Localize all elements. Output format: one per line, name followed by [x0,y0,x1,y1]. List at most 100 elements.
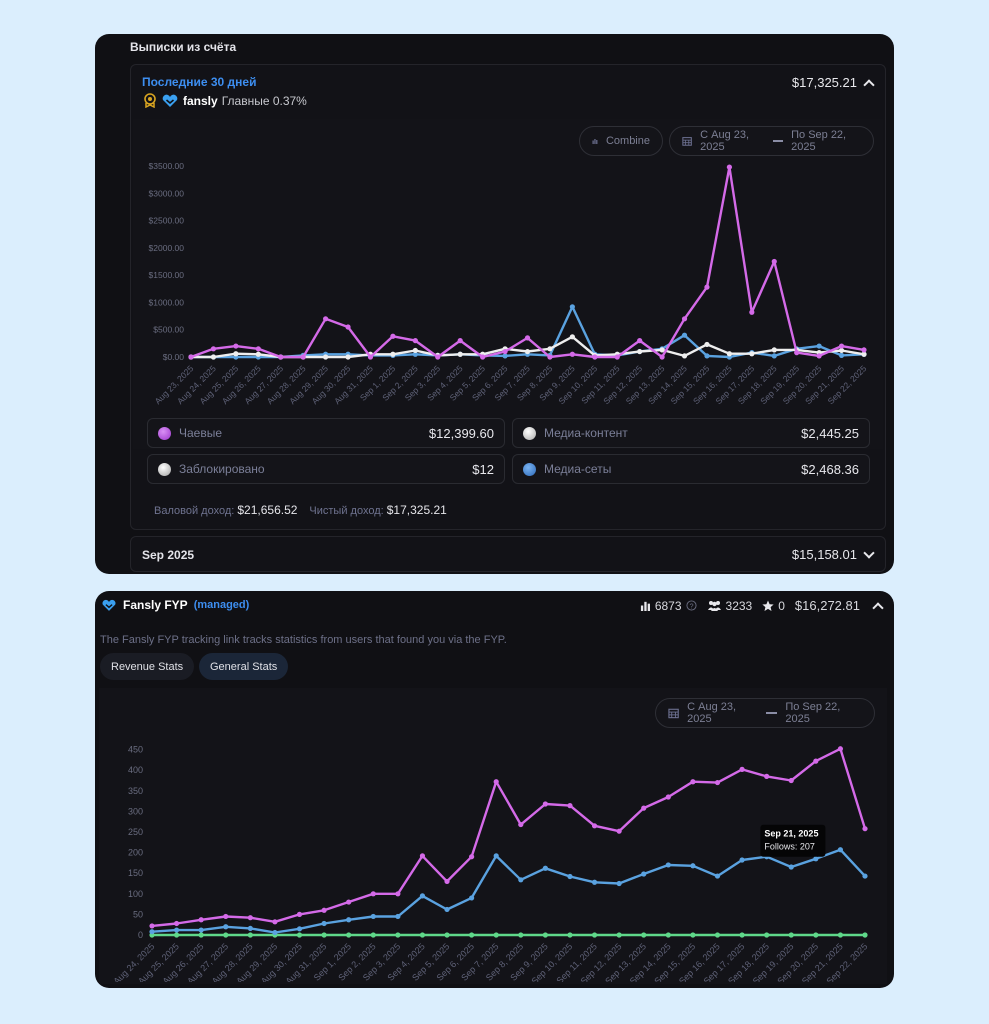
data-point[interactable] [247,925,253,932]
data-point[interactable] [321,920,327,927]
data-point[interactable] [233,351,239,357]
data-point[interactable] [838,347,845,354]
data-point[interactable] [816,343,822,349]
chevron-up-icon[interactable] [872,601,884,614]
data-point[interactable] [345,354,351,360]
data-point[interactable] [444,878,450,885]
data-point[interactable] [296,932,303,938]
data-point[interactable] [665,932,671,938]
data-point[interactable] [567,873,573,880]
data-point[interactable] [739,932,745,938]
data-point[interactable] [816,353,822,359]
data-point[interactable] [223,913,229,920]
data-point[interactable] [173,920,180,927]
data-point[interactable] [641,871,647,877]
date-range-picker[interactable]: С Aug 23, 2025 По Sep 22, 2025 [655,698,875,728]
data-point[interactable] [395,932,401,938]
data-point[interactable] [837,847,844,853]
data-point[interactable] [771,353,777,359]
data-point[interactable] [726,351,733,357]
data-point[interactable] [569,304,575,310]
data-point[interactable] [278,354,284,360]
data-point[interactable] [764,932,770,938]
data-point[interactable] [444,906,450,913]
data-point[interactable] [480,354,486,360]
data-point[interactable] [681,316,688,322]
data-point[interactable] [457,351,463,357]
data-point[interactable] [223,932,229,938]
data-point[interactable] [838,343,845,349]
data-point[interactable] [567,932,573,938]
data-point[interactable] [641,932,647,938]
data-point[interactable] [542,932,548,938]
data-point[interactable] [616,828,622,834]
data-point[interactable] [370,932,376,938]
data-point[interactable] [665,862,671,868]
data-point[interactable] [198,917,204,923]
data-point[interactable] [681,353,688,359]
data-point[interactable] [412,338,418,344]
data-point[interactable] [616,880,622,887]
data-point[interactable] [837,746,844,752]
data-point[interactable] [788,932,794,938]
date-range-picker[interactable]: С Aug 23, 2025 По Sep 22, 2025 [669,126,874,156]
data-point[interactable] [547,346,553,352]
data-point[interactable] [739,857,745,863]
data-point[interactable] [524,348,531,355]
data-point[interactable] [323,354,329,360]
data-point[interactable] [542,801,548,807]
data-point[interactable] [591,823,598,829]
data-point[interactable] [714,873,721,879]
data-point[interactable] [749,309,755,315]
data-point[interactable] [457,338,463,344]
data-point[interactable] [247,915,253,921]
data-point[interactable] [493,779,499,785]
data-point[interactable] [569,351,575,357]
data-point[interactable] [690,863,696,869]
data-point[interactable] [255,351,261,357]
data-point[interactable] [502,348,508,355]
data-point[interactable] [659,354,665,360]
chevron-up-icon[interactable] [863,78,875,91]
data-point[interactable] [542,865,548,871]
data-point[interactable] [247,932,253,938]
data-point[interactable] [861,351,867,357]
data-point[interactable] [272,919,278,925]
data-point[interactable] [412,347,418,354]
data-point[interactable] [861,347,867,353]
data-point[interactable] [813,856,819,862]
help-icon[interactable]: ? [685,600,697,611]
data-point[interactable] [788,864,794,870]
panel-total[interactable]: $17,325.21 [792,75,875,91]
data-point[interactable] [502,353,508,359]
data-point[interactable] [788,777,794,784]
data-point[interactable] [198,927,204,933]
data-point[interactable] [395,913,401,920]
data-point[interactable] [223,924,229,930]
data-point[interactable] [173,927,180,933]
data-point[interactable] [690,932,696,938]
data-point[interactable] [345,324,351,330]
data-point[interactable] [659,347,665,353]
legend-item-media-content[interactable]: Медиа-контент $2,445.25 [512,418,870,448]
data-point[interactable] [614,354,620,360]
data-point[interactable] [419,893,426,899]
data-point[interactable] [367,354,374,360]
data-point[interactable] [518,877,524,883]
data-point[interactable] [641,805,647,811]
data-point[interactable] [321,907,327,913]
data-point[interactable] [469,895,475,901]
data-point[interactable] [524,335,531,341]
chevron-down-icon[interactable] [863,546,875,559]
data-point[interactable] [764,773,770,779]
data-point[interactable] [726,164,733,170]
data-point[interactable] [714,932,721,938]
data-point[interactable] [637,348,643,355]
data-point[interactable] [412,351,418,357]
data-point[interactable] [469,854,475,860]
data-point[interactable] [739,766,745,772]
data-point[interactable] [771,258,777,265]
data-point[interactable] [493,853,499,859]
data-point[interactable] [255,346,261,352]
legend-item-tips[interactable]: Чаевые $12,399.60 [147,418,505,448]
